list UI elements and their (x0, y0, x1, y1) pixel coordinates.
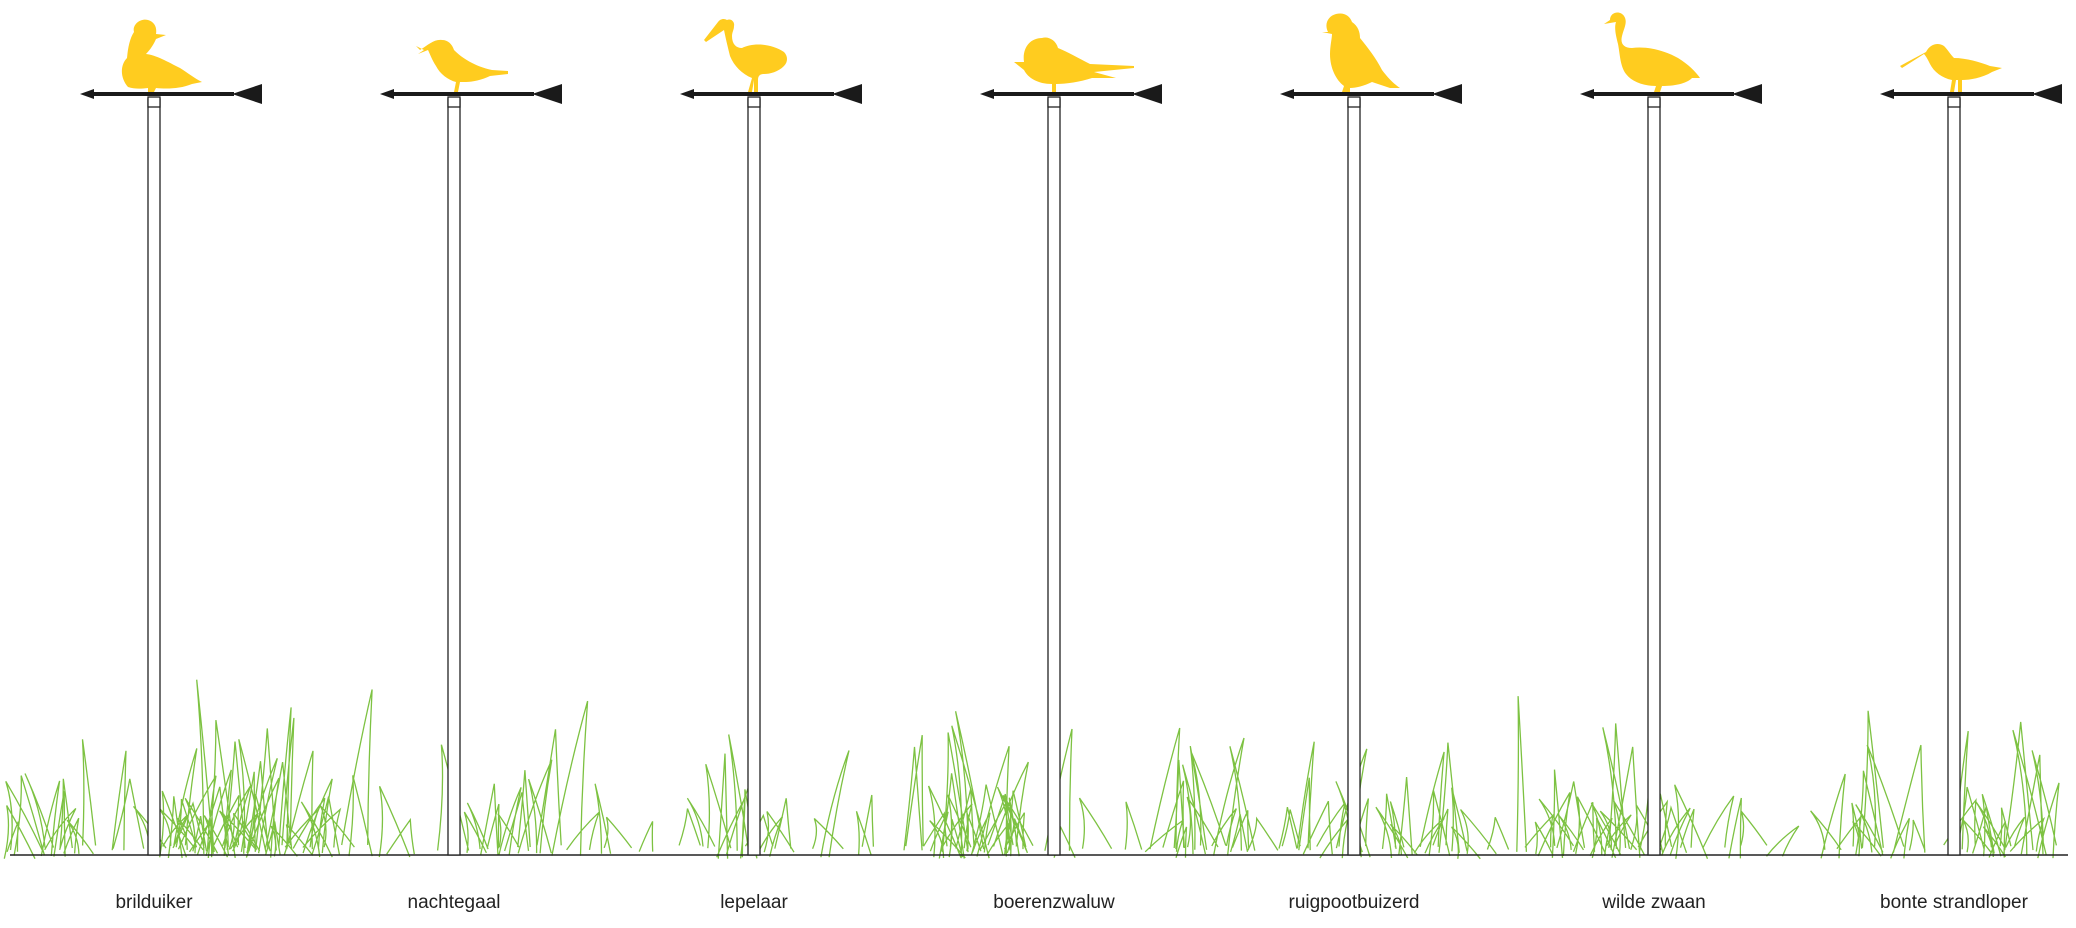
weathervane: bonte strandloper (1880, 44, 2062, 913)
weathervane: wilde zwaan (1580, 12, 1762, 913)
songbird-icon (416, 39, 508, 92)
pole (1347, 98, 1361, 856)
vane-label: bonte strandloper (1880, 892, 2029, 913)
pole-cap (1947, 96, 1961, 108)
weathervane: nachtegaal (380, 39, 562, 913)
arrow-head-icon (680, 89, 694, 99)
weathervane: lepelaar (680, 18, 862, 913)
dunlin-icon (1900, 44, 2002, 92)
weathervane: ruigpootbuizerd (1280, 13, 1462, 913)
weathervanes: brilduiker nachtegaal lepelaar boerenzwaluw… (80, 12, 2062, 913)
pole-cap (1047, 96, 1061, 108)
arrow-head-icon (1880, 89, 1894, 99)
vane-label: ruigpootbuizerd (1289, 892, 1420, 913)
pole-cap (447, 96, 461, 108)
pole-cap (147, 96, 161, 108)
pole (1047, 98, 1061, 856)
swan-icon (1604, 12, 1700, 92)
pole-cap (747, 96, 761, 108)
arrow-tail-icon (1132, 84, 1162, 104)
weathervane: boerenzwaluw (980, 37, 1162, 913)
arrow-head-icon (380, 89, 394, 99)
pole (1647, 98, 1661, 856)
arrow-tail-icon (1732, 84, 1762, 104)
arrow-tail-icon (532, 84, 562, 104)
pole (147, 98, 161, 856)
arrow-tail-icon (832, 84, 862, 104)
duck-icon (121, 19, 202, 92)
arrow-tail-icon (232, 84, 262, 104)
vane-label: brilduiker (115, 892, 193, 913)
pole (747, 98, 761, 856)
arrow-tail-icon (1432, 84, 1462, 104)
pole-cap (1347, 96, 1361, 108)
vane-label: lepelaar (720, 892, 788, 913)
arrow-head-icon (80, 89, 94, 99)
pole (1947, 98, 1961, 856)
vane-label: nachtegaal (408, 892, 501, 913)
weathervane: brilduiker (80, 19, 262, 913)
arrow-tail-icon (2032, 84, 2062, 104)
swallow-icon (1014, 37, 1134, 92)
spoonbill-icon (704, 18, 787, 92)
arrow-head-icon (1580, 89, 1594, 99)
vane-label: wilde zwaan (1601, 892, 1706, 913)
arrow-head-icon (1280, 89, 1294, 99)
pole (447, 98, 461, 856)
arrow-head-icon (980, 89, 994, 99)
pole-cap (1647, 96, 1661, 108)
vane-label: boerenzwaluw (993, 892, 1115, 913)
buzzard-icon (1322, 13, 1400, 92)
